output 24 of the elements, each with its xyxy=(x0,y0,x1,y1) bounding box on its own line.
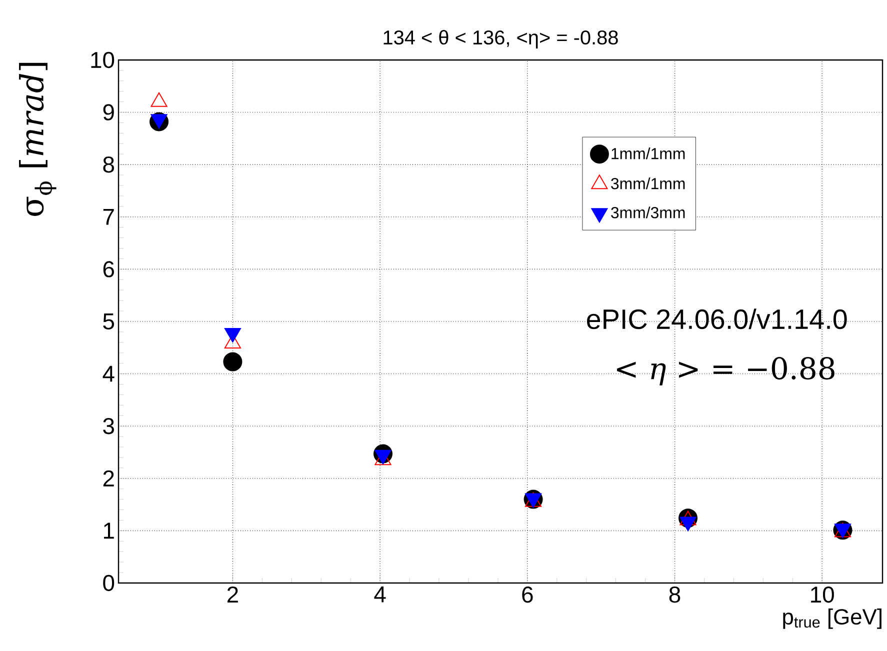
y-tick-label: 5 xyxy=(103,313,114,330)
y-tick-label: 10 xyxy=(91,52,114,68)
x-tick-label: 6 xyxy=(522,586,533,603)
chart-title: 134 < θ < 136, <η> = -0.88 xyxy=(384,30,618,48)
x-tick-label: 8 xyxy=(669,586,680,603)
y-tick-label: 3 xyxy=(103,418,114,434)
y-tick-label: 8 xyxy=(103,156,114,173)
legend-label: 3mm/1mm xyxy=(611,178,685,190)
y-tick-label: 1 xyxy=(104,522,114,539)
x-tick-label: 2 xyxy=(227,586,238,603)
legend-label: 3mm/3mm xyxy=(611,206,685,218)
annotation: ePIC 24.06.0/v1.14.0 xyxy=(587,308,847,330)
y-axis-title: σ$_{ϕ}$ [mrad] xyxy=(19,62,56,216)
y-tick-label: 4 xyxy=(102,366,114,382)
x-tick-label: 4 xyxy=(374,586,386,602)
y-tick-label: 6 xyxy=(103,261,114,278)
x-tick-label: 10 xyxy=(811,586,834,603)
y-tick-label: 9 xyxy=(103,104,114,120)
x-axis-title: p$_{true}$ [GeV] xyxy=(783,608,882,629)
legend-label: 1mm/1mm xyxy=(612,148,685,160)
y-tick-label: 2 xyxy=(103,470,114,486)
annotation: < η > = −0.88 xyxy=(617,356,834,386)
y-tick-label: 7 xyxy=(103,209,114,225)
y-tick-label: 0 xyxy=(103,574,114,592)
